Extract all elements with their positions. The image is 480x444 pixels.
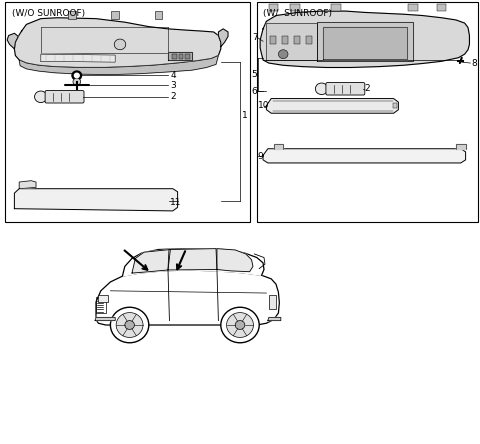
Bar bbox=[331, 4, 341, 11]
Polygon shape bbox=[268, 317, 281, 321]
Circle shape bbox=[114, 39, 126, 50]
Text: (W/O SUNROOF): (W/O SUNROOF) bbox=[12, 9, 85, 18]
Polygon shape bbox=[263, 149, 466, 163]
Bar bbox=[98, 295, 108, 302]
Text: 7: 7 bbox=[252, 33, 258, 42]
Text: 2: 2 bbox=[170, 92, 176, 101]
Text: (W/  SUNROOF): (W/ SUNROOF) bbox=[263, 9, 332, 18]
Polygon shape bbox=[323, 27, 407, 59]
Bar bbox=[179, 54, 183, 59]
Circle shape bbox=[116, 313, 143, 337]
Circle shape bbox=[73, 78, 81, 85]
Polygon shape bbox=[260, 11, 469, 67]
Polygon shape bbox=[132, 250, 170, 273]
Polygon shape bbox=[266, 23, 317, 60]
Bar bbox=[172, 54, 177, 59]
Text: 4: 4 bbox=[170, 71, 176, 80]
Polygon shape bbox=[168, 249, 217, 270]
FancyBboxPatch shape bbox=[326, 83, 365, 95]
Text: 10: 10 bbox=[258, 101, 269, 110]
Text: 5: 5 bbox=[251, 70, 257, 79]
Text: 3: 3 bbox=[170, 81, 176, 90]
Bar bbox=[306, 36, 312, 44]
Text: 8: 8 bbox=[472, 59, 478, 67]
Polygon shape bbox=[168, 52, 192, 60]
Bar bbox=[68, 11, 76, 19]
Polygon shape bbox=[14, 189, 178, 211]
Bar bbox=[408, 4, 418, 11]
Circle shape bbox=[315, 83, 328, 95]
Polygon shape bbox=[96, 270, 279, 325]
Polygon shape bbox=[19, 56, 218, 75]
Bar bbox=[5, 2, 250, 222]
Polygon shape bbox=[41, 54, 115, 62]
Bar bbox=[290, 4, 300, 11]
Polygon shape bbox=[95, 317, 115, 321]
Bar bbox=[437, 4, 446, 11]
Bar bbox=[257, 2, 478, 222]
Polygon shape bbox=[217, 249, 253, 272]
Circle shape bbox=[35, 91, 47, 103]
Circle shape bbox=[227, 313, 253, 337]
Polygon shape bbox=[14, 18, 221, 67]
Text: 11: 11 bbox=[170, 198, 182, 206]
FancyBboxPatch shape bbox=[45, 91, 84, 103]
Text: 1: 1 bbox=[242, 111, 248, 120]
Polygon shape bbox=[19, 181, 36, 189]
Bar bbox=[269, 295, 276, 309]
Bar bbox=[185, 54, 190, 59]
Polygon shape bbox=[274, 144, 283, 149]
Bar bbox=[282, 36, 288, 44]
Polygon shape bbox=[317, 22, 413, 61]
Bar bbox=[393, 103, 397, 108]
Bar bbox=[270, 36, 276, 44]
Bar bbox=[269, 4, 278, 11]
Polygon shape bbox=[266, 99, 398, 113]
Circle shape bbox=[110, 307, 149, 343]
Circle shape bbox=[221, 307, 259, 343]
Polygon shape bbox=[7, 33, 18, 49]
Circle shape bbox=[278, 50, 288, 59]
Polygon shape bbox=[456, 144, 466, 149]
Circle shape bbox=[74, 73, 79, 78]
Bar bbox=[155, 11, 162, 19]
Bar bbox=[294, 36, 300, 44]
Polygon shape bbox=[218, 29, 228, 47]
Text: 6: 6 bbox=[251, 87, 257, 95]
Text: 2: 2 bbox=[365, 84, 371, 93]
Bar bbox=[111, 11, 119, 19]
Circle shape bbox=[72, 71, 82, 80]
Polygon shape bbox=[122, 249, 264, 276]
Bar bbox=[96, 297, 106, 313]
Text: 9: 9 bbox=[258, 152, 264, 161]
Circle shape bbox=[235, 321, 245, 329]
Circle shape bbox=[125, 321, 134, 329]
